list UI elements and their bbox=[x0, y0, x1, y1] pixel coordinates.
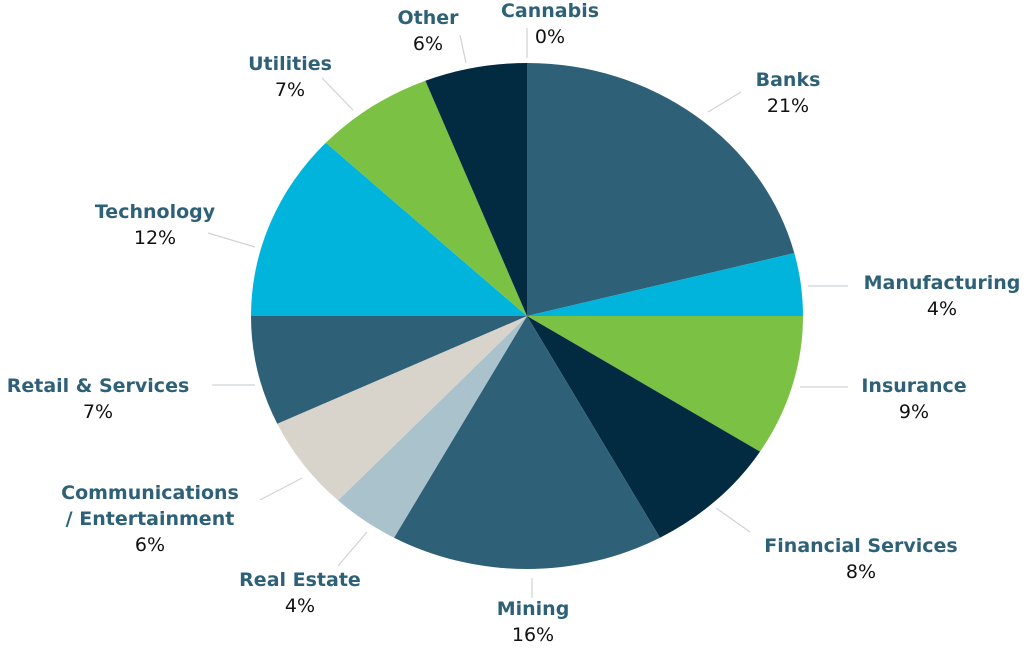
pie-slice-banks bbox=[527, 63, 795, 316]
label-name-line2: / Entertainment bbox=[65, 508, 235, 530]
label-banks: Banks 21% bbox=[738, 67, 838, 119]
pie-slice-retail-services bbox=[251, 316, 527, 424]
leader-lines bbox=[207, 28, 848, 598]
label-name: Other bbox=[397, 7, 459, 29]
pie-slice-other bbox=[425, 63, 527, 316]
pie-slice-utilities bbox=[325, 80, 527, 317]
label-cannabis: Cannabis 0% bbox=[500, 0, 600, 50]
label-percent: 4% bbox=[926, 298, 958, 320]
label-name: Retail & Services bbox=[6, 375, 190, 397]
pie-slice-real-estate bbox=[338, 316, 527, 538]
label-name: Technology bbox=[94, 201, 216, 223]
label-percent: 12% bbox=[133, 227, 177, 249]
label-financial-services: Financial Services 8% bbox=[750, 533, 972, 585]
label-name: Mining bbox=[496, 598, 570, 620]
label-other: Other 6% bbox=[378, 5, 478, 57]
label-technology: Technology 12% bbox=[80, 199, 230, 251]
label-percent: 4% bbox=[284, 595, 316, 617]
label-percent: 8% bbox=[845, 561, 877, 583]
label-name: Cannabis bbox=[500, 0, 600, 22]
label-name: Financial Services bbox=[764, 535, 958, 557]
label-percent: 16% bbox=[511, 624, 555, 646]
label-name: Communications bbox=[61, 482, 239, 504]
label-name: Manufacturing bbox=[863, 272, 1021, 294]
label-name: Real Estate bbox=[239, 569, 361, 591]
pie-slice-mining bbox=[394, 316, 660, 569]
label-insurance: Insurance 9% bbox=[852, 373, 976, 425]
pie-slice-financial-services bbox=[527, 316, 761, 538]
label-real-estate: Real Estate 4% bbox=[225, 567, 375, 619]
label-name: Utilities bbox=[248, 53, 332, 75]
pie-slice-manufacturing bbox=[527, 253, 804, 316]
pie-slice-communications-entertainment bbox=[277, 316, 527, 501]
label-percent: 9% bbox=[898, 401, 930, 423]
label-name: Banks bbox=[755, 69, 821, 91]
label-utilities: Utilities 7% bbox=[230, 51, 350, 103]
pie-slice-insurance bbox=[527, 316, 803, 452]
label-percent: 0% bbox=[534, 26, 566, 48]
label-manufacturing: Manufacturing 4% bbox=[852, 270, 1029, 322]
label-percent: 7% bbox=[274, 79, 306, 101]
pie-slice-technology bbox=[251, 142, 527, 316]
label-percent: 21% bbox=[766, 95, 810, 117]
label-percent: 6% bbox=[134, 534, 166, 556]
label-retail-services: Retail & Services 7% bbox=[0, 373, 196, 425]
label-percent: 7% bbox=[82, 401, 114, 423]
label-percent: 6% bbox=[412, 33, 444, 55]
label-name: Insurance bbox=[861, 375, 967, 397]
label-mining: Mining 16% bbox=[483, 596, 583, 648]
label-communications-entertainment: Communications / Entertainment 6% bbox=[45, 480, 255, 558]
